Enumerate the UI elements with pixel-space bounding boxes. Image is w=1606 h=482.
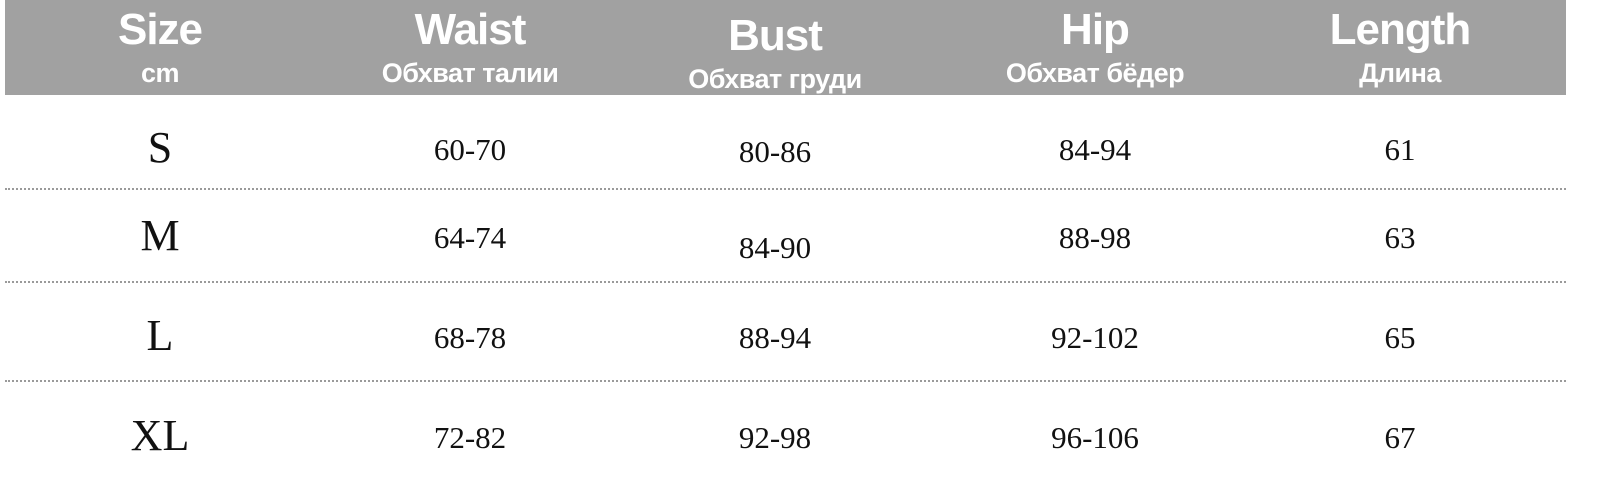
table-cell: 92-102 xyxy=(1051,320,1139,355)
column-header-length: Length Длина xyxy=(1250,0,1550,95)
column-title: Length xyxy=(1329,5,1472,54)
column-header-bust: Bust Обхват груди xyxy=(625,6,925,101)
column-title: Size xyxy=(117,5,203,54)
table-cell: 65 xyxy=(1384,320,1416,355)
table-cell: 80-86 xyxy=(738,134,812,169)
size-label: S xyxy=(147,123,173,172)
table-cell: 96-106 xyxy=(1051,420,1139,455)
column-subtitle: cm xyxy=(140,58,180,88)
table-cell: 60-70 xyxy=(433,132,507,167)
table-cell: 72-82 xyxy=(433,420,507,455)
table-cell: 64-74 xyxy=(433,220,507,255)
column-header-waist: Waist Обхват талии xyxy=(320,0,620,95)
table-cell: 92-98 xyxy=(738,420,812,455)
column-subtitle: Длина xyxy=(1359,58,1441,88)
size-label: L xyxy=(146,311,174,360)
column-title: Hip xyxy=(1061,5,1130,54)
column-subtitle: Обхват груди xyxy=(688,64,862,94)
table-cell: 61 xyxy=(1384,132,1416,167)
column-title: Bust xyxy=(728,11,823,60)
size-label: M xyxy=(140,211,180,260)
table-cell: 67 xyxy=(1384,420,1416,455)
table-cell: 88-94 xyxy=(738,320,812,355)
table-cell: 84-94 xyxy=(1058,132,1132,167)
column-subtitle: Обхват бёдер xyxy=(1005,58,1185,88)
column-header-size: Size cm xyxy=(10,0,310,95)
row-divider xyxy=(5,380,1566,382)
table-cell: 63 xyxy=(1384,220,1416,255)
column-header-hip: Hip Обхват бёдер xyxy=(945,0,1245,95)
row-divider xyxy=(5,281,1566,283)
table-cell: 84-90 xyxy=(738,230,812,265)
row-divider xyxy=(5,188,1566,190)
size-label: XL xyxy=(130,411,190,460)
column-subtitle: Обхват талии xyxy=(381,58,559,88)
table-cell: 68-78 xyxy=(433,320,507,355)
table-cell: 88-98 xyxy=(1058,220,1132,255)
column-title: Waist xyxy=(414,5,527,54)
table-header xyxy=(5,0,1566,95)
